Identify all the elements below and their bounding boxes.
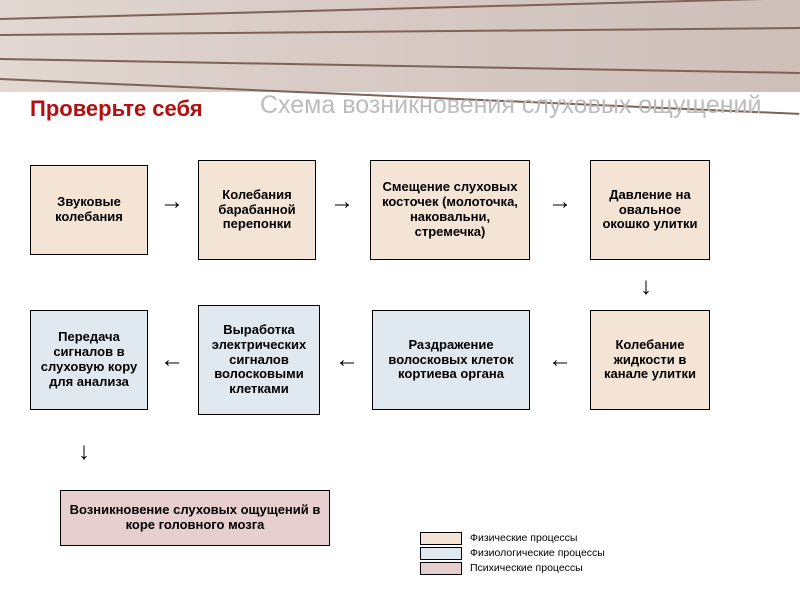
flowchart-node-n1: Звуковые колебания xyxy=(30,165,148,255)
flowchart-node-n4: Давление на овальное окошко улитки xyxy=(590,160,710,260)
header-wave-band xyxy=(0,0,800,92)
flowchart-node-n8: Передача сигналов в слуховую кору для ан… xyxy=(30,310,148,410)
legend-swatch-physical xyxy=(420,532,462,545)
arrow-n8-n9: ↓ xyxy=(78,440,90,464)
flowchart-node-n6: Раздражение волосковых клеток кортиева о… xyxy=(372,310,530,410)
flowchart-node-n3: Смещение слуховых косточек (молоточка, н… xyxy=(370,160,530,260)
legend-row-physiological: Физиологические процессы xyxy=(420,547,605,560)
arrow-n5-n6: ← xyxy=(548,348,572,372)
arrow-n7-n8: ← xyxy=(160,348,184,372)
main-title: Схема возникновения слуховых ощущений xyxy=(260,92,761,120)
legend-row-physical: Физические процессы xyxy=(420,532,605,545)
legend-swatch-psychic xyxy=(420,562,462,575)
legend-label-psychic: Психические процессы xyxy=(470,563,583,574)
legend-row-psychic: Психические процессы xyxy=(420,562,605,575)
arrow-n4-n5: ↓ xyxy=(640,275,652,299)
arrow-n1-n2: → xyxy=(160,190,184,214)
legend-label-physiological: Физиологические процессы xyxy=(470,548,605,559)
arrow-n2-n3: → xyxy=(330,190,354,214)
diagram-canvas: Проверьте себя Схема возникновения слухо… xyxy=(0,0,800,600)
flowchart-node-n5: Колебание жидкости в канале улитки xyxy=(590,310,710,410)
flowchart-node-n9: Возникновение слуховых ощущений в коре г… xyxy=(60,490,330,546)
flowchart-node-n7: Выработка электрических сигналов волоско… xyxy=(198,305,320,415)
arrow-n3-n4: → xyxy=(548,190,572,214)
legend-label-physical: Физические процессы xyxy=(470,533,577,544)
flowchart-node-n2: Колебания барабанной перепонки xyxy=(198,160,316,260)
arrow-n6-n7: ← xyxy=(335,348,359,372)
legend: Физические процессы Физиологические проце… xyxy=(420,532,605,577)
subtitle-check-yourself: Проверьте себя xyxy=(30,96,203,122)
legend-swatch-physiological xyxy=(420,547,462,560)
